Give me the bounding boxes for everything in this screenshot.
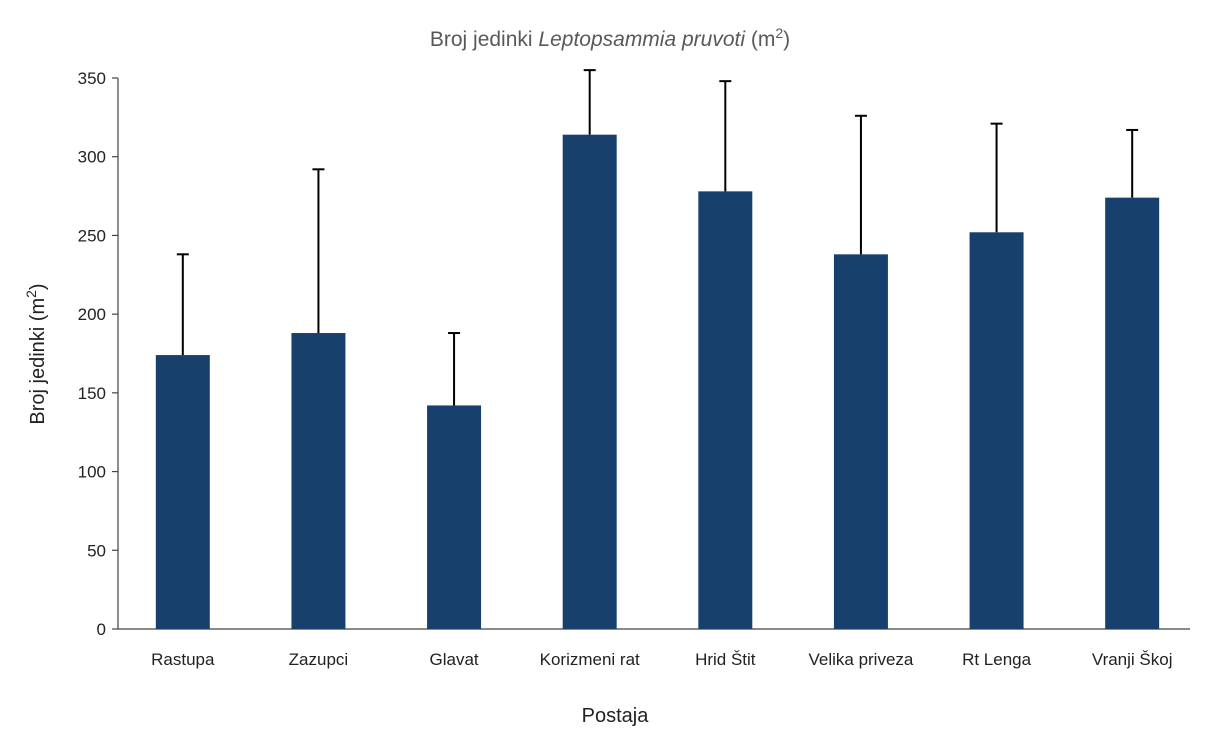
bar [969, 232, 1024, 629]
title-text: ) [783, 28, 790, 51]
y-tick-label: 200 [78, 305, 106, 324]
y-label-superscript: 2 [23, 290, 39, 298]
y-tick-label: 0 [97, 620, 106, 639]
y-tick-label: 100 [78, 463, 106, 482]
title-text: Broj jedinki [430, 28, 533, 51]
title-superscript: 2 [775, 25, 783, 41]
y-tick-label: 150 [78, 384, 106, 403]
y-tick-label: 300 [78, 148, 106, 167]
bar [155, 355, 210, 629]
x-tick-label: Rastupa [151, 650, 215, 669]
title-text: (m [751, 28, 776, 51]
x-axis-label: Postaja [582, 705, 650, 727]
y-label-text: ) [27, 283, 49, 290]
x-tick-label: Zazupci [289, 650, 349, 669]
y-tick-label: 350 [78, 69, 106, 88]
y-tick-label: 50 [87, 541, 106, 560]
bar [698, 191, 753, 629]
y-tick-label: 250 [78, 226, 106, 245]
bar [291, 333, 346, 629]
bar [833, 254, 888, 629]
title-species: Leptopsammia pruvoti [538, 28, 746, 51]
x-tick-label: Rt Lenga [962, 650, 1032, 669]
bar [562, 134, 617, 629]
x-tick-label: Velika priveza [808, 650, 913, 669]
bar [427, 405, 482, 629]
x-tick-label: Hrid Štit [695, 650, 756, 669]
y-axis-label: Broj jedinki (m2) [23, 283, 49, 424]
x-tick-label: Glavat [429, 650, 478, 669]
bar [1105, 197, 1160, 629]
x-tick-label: Vranji Škoj [1092, 650, 1173, 669]
chart-title: Broj jedinki Leptopsammia pruvoti (m2) [430, 25, 790, 51]
x-tick-label: Korizmeni rat [540, 650, 640, 669]
y-label-text: Broj jedinki (m [27, 298, 49, 425]
